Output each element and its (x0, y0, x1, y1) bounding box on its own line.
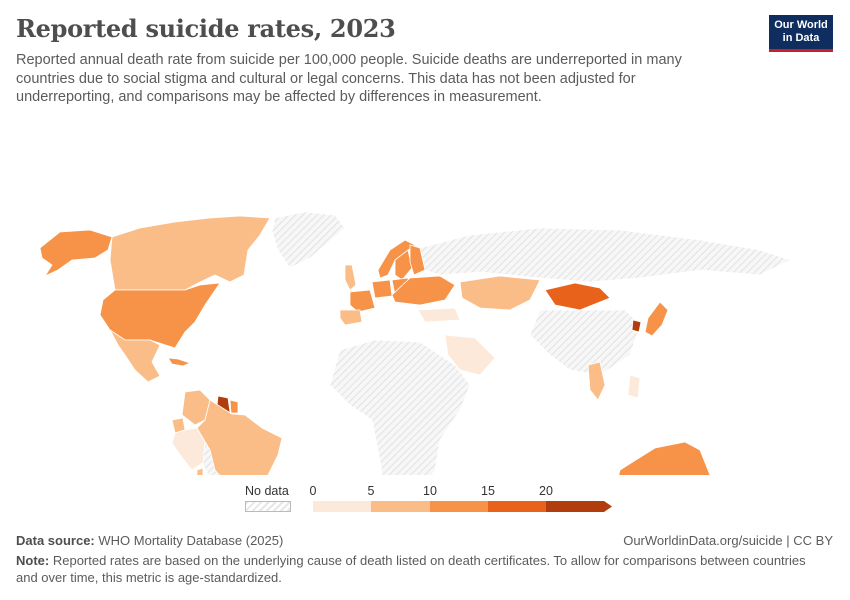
region-chile[interactable]: Chile (195, 467, 205, 475)
data-source-text[interactable]: WHO Mortality Database (2025) (98, 533, 284, 548)
legend-tick-15: 15 (481, 484, 495, 498)
region-cuba[interactable]: Cuba (167, 357, 192, 367)
region-canada[interactable]: Canada (109, 215, 271, 291)
region-africa[interactable]: Africa (329, 339, 471, 475)
legend-bin-3[interactable] (488, 501, 547, 512)
region-germany[interactable]: Germany (371, 279, 393, 299)
region-greenland[interactable]: Greenland (271, 211, 346, 269)
region-united-states[interactable]: United States (99, 282, 221, 349)
region-united-kingdom[interactable]: United Kingdom (344, 264, 357, 291)
region-kazakhstan[interactable]: Kazakhstan (459, 275, 541, 311)
legend-bin-2[interactable] (430, 501, 489, 512)
region-mexico[interactable]: Mexico (109, 329, 161, 383)
legend-bin-0[interactable] (313, 501, 372, 512)
region-turkey[interactable]: Turkey (417, 307, 461, 323)
region-australia[interactable]: Australia (615, 441, 712, 475)
chart-title: Reported suicide rates, 2023 (16, 14, 396, 43)
logo-line-2: in Data (782, 32, 820, 44)
region-brazil[interactable]: Brazil (196, 399, 283, 475)
legend-tick-20: 20 (539, 484, 553, 498)
color-legend: No data 0 5 10 15 20 (0, 480, 850, 520)
legend-arrow-icon (604, 501, 612, 512)
chart-subtitle: Reported annual death rate from suicide … (16, 52, 682, 105)
legend-bin-1[interactable] (371, 501, 431, 512)
legend-bin-4[interactable] (546, 501, 605, 512)
region-south-korea[interactable]: South Korea (631, 319, 642, 333)
region-thailand[interactable]: Thailand (587, 361, 606, 401)
region-philippines[interactable]: Philippines (627, 374, 641, 399)
region-mongolia[interactable]: Mongolia (544, 282, 611, 311)
data-source: Data source: WHO Mortality Database (202… (16, 533, 283, 548)
region-suriname[interactable]: Suriname (229, 399, 239, 414)
legend-no-data-swatch[interactable] (245, 501, 291, 512)
world-map[interactable]: Alaska (USA)CanadaUnited StatesMexico Gre… (0, 100, 850, 475)
note-label: Note: (16, 553, 50, 568)
footnote: Note: Reported rates are based on the un… (16, 553, 816, 586)
owid-logo[interactable]: Our World in Data (769, 15, 833, 52)
region-russia[interactable]: Russia (419, 227, 792, 283)
region-alaska-usa[interactable]: Alaska (USA) (39, 229, 113, 277)
region-eastern-europe[interactable]: Eastern Europe (391, 275, 456, 306)
legend-no-data-label: No data (245, 484, 289, 498)
legend-tick-5: 5 (367, 484, 375, 498)
region-france[interactable]: France (349, 289, 376, 313)
region-japan[interactable]: Japan (644, 301, 669, 337)
region-saudi-arabia[interactable]: Saudi Arabia (444, 334, 496, 376)
source-url[interactable]: OurWorldinData.org/suicide | CC BY (623, 533, 833, 548)
region-finland[interactable]: Finland (409, 244, 426, 276)
logo-line-1: Our World (774, 19, 828, 31)
region-china[interactable]: China (529, 309, 641, 376)
legend-tick-0: 0 (309, 484, 317, 498)
legend-tick-10: 10 (423, 484, 437, 498)
region-spain[interactable]: Spain (339, 309, 363, 326)
data-source-label: Data source: (16, 533, 95, 548)
region-peru[interactable]: Peru (171, 427, 206, 471)
note-text: Reported rates are based on the underlyi… (16, 553, 806, 585)
region-sweden[interactable]: Sweden (394, 249, 413, 281)
